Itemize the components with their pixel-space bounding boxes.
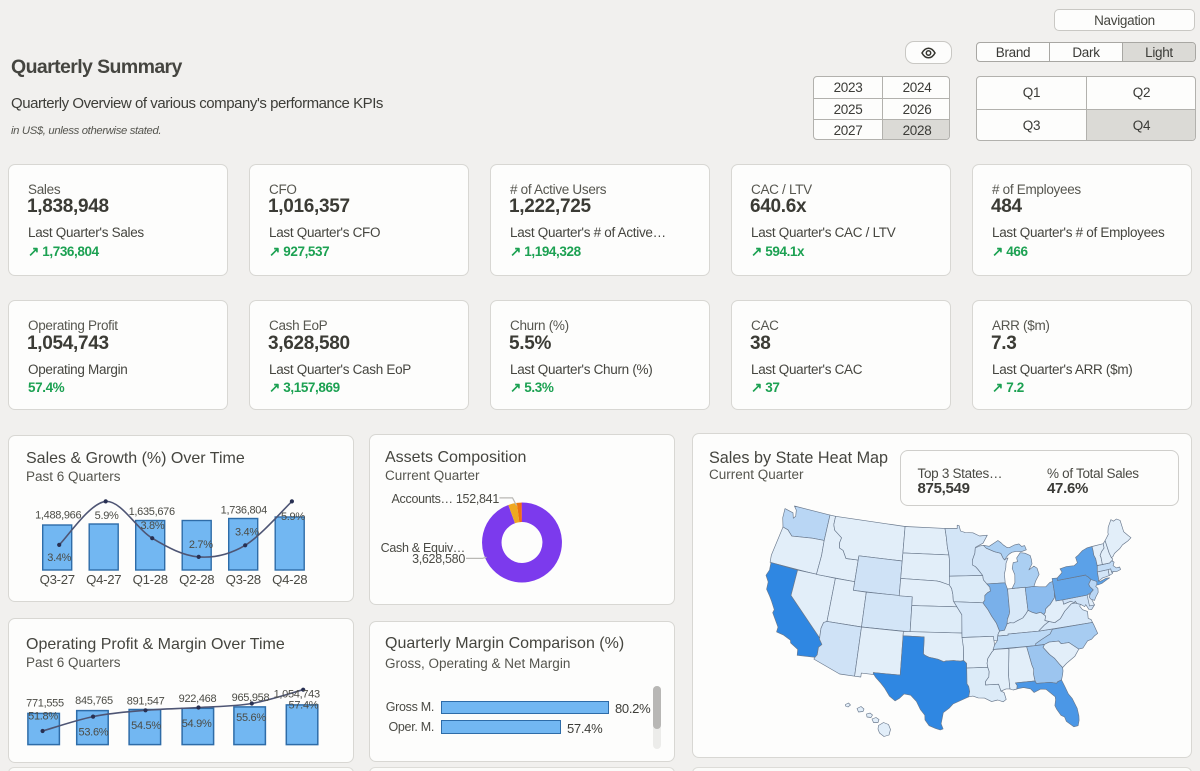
svg-text:1,635,676: 1,635,676 — [129, 506, 175, 518]
svg-text:Q4-28: Q4-28 — [272, 572, 307, 587]
svg-text:Q2-28: Q2-28 — [179, 572, 214, 587]
svg-text:Q3-28: Q3-28 — [226, 572, 261, 587]
svg-text:2.7%: 2.7% — [189, 539, 213, 551]
svg-text:3.4%: 3.4% — [47, 552, 71, 564]
svg-text:54.9%: 54.9% — [182, 718, 212, 730]
svg-text:5.9%: 5.9% — [281, 511, 305, 523]
svg-text:Q3-27: Q3-27 — [40, 572, 75, 587]
svg-text:965,958: 965,958 — [232, 692, 270, 704]
svg-text:51.8%: 51.8% — [28, 711, 58, 723]
svg-text:Q4-27: Q4-27 — [86, 572, 121, 587]
svg-text:53.6%: 53.6% — [79, 726, 109, 738]
svg-text:1,488,966: 1,488,966 — [35, 509, 81, 521]
svg-text:845,765: 845,765 — [75, 695, 113, 707]
svg-text:1,736,804: 1,736,804 — [221, 504, 267, 516]
svg-text:57.4%: 57.4% — [289, 699, 319, 711]
svg-text:3.4%: 3.4% — [235, 526, 259, 538]
svg-text:5.9%: 5.9% — [95, 510, 119, 522]
svg-text:891,547: 891,547 — [127, 695, 165, 707]
svg-text:922,468: 922,468 — [179, 693, 217, 705]
svg-text:771,555: 771,555 — [26, 698, 64, 710]
svg-text:55.6%: 55.6% — [236, 712, 266, 724]
svg-text:Q1-28: Q1-28 — [133, 572, 168, 587]
svg-text:54.5%: 54.5% — [131, 720, 161, 732]
svg-text:1,054,743: 1,054,743 — [274, 689, 320, 701]
svg-text:3.8%: 3.8% — [140, 520, 164, 532]
